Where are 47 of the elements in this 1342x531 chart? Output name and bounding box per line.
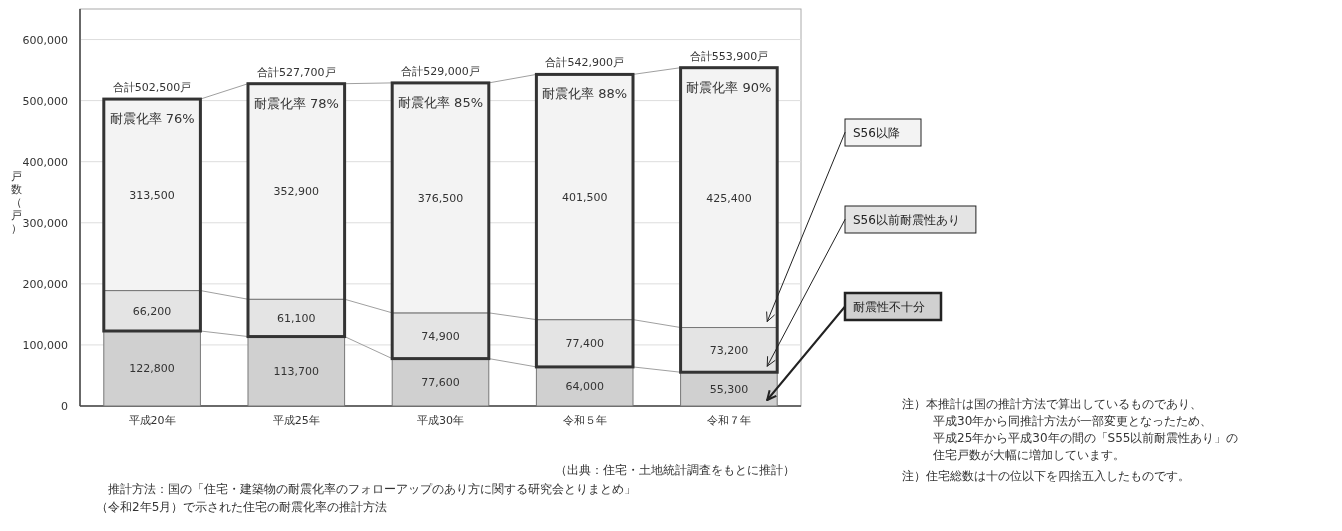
- total-label: 合計529,000戸: [401, 64, 480, 78]
- y-tick-label: 0: [61, 400, 68, 413]
- text: 推計方法：国の「住宅・建築物の耐震化率のフォローアップのあり方に関する研究会とりまとめ」: [108, 482, 636, 496]
- x-tick-label: 平成30年: [417, 414, 464, 427]
- total-label: 合計542,900戸: [545, 56, 624, 70]
- x-tick-label: 平成20年: [128, 414, 176, 427]
- data-label: 61,100: [277, 311, 316, 325]
- text: （令和2年5月）で示された住宅の耐震化率の推計方法: [96, 500, 388, 514]
- annotation: 耐震化率 90%: [686, 79, 772, 95]
- total-label: 合計502,500戸: [112, 81, 192, 95]
- y-axis-title: 戸数（戸）: [10, 170, 22, 235]
- annotation: 耐震化率 76%: [109, 111, 195, 127]
- x-tick-label: 令和７年: [706, 414, 751, 427]
- y-tick-label: 100,000: [22, 338, 68, 352]
- y-tick-label: 500,000: [22, 94, 68, 108]
- data-label: 425,400: [706, 191, 752, 205]
- data-label: 77,600: [421, 376, 460, 390]
- annotation: 耐震化率 85%: [397, 94, 484, 110]
- text: 注）住宅総数は十の位以下を四捨五入したものです。: [902, 469, 1190, 483]
- text: 住宅戸数が大幅に増加しています。: [932, 448, 1125, 462]
- data-label: 55,300: [709, 383, 749, 397]
- legend: S56以降 S56以前耐震性あり 耐震性不十分: [843, 118, 977, 322]
- data-label: 73,200: [709, 343, 749, 357]
- data-label: 64,000: [565, 380, 604, 394]
- data-label: 77,400: [565, 337, 604, 351]
- text: 注）本推計は国の推計方法で算出しているものであり、: [902, 397, 1202, 411]
- annotation: 耐震化率 78%: [253, 95, 339, 111]
- total-label: 合計553,900戸: [689, 49, 769, 63]
- data-label: 352,900: [273, 185, 320, 199]
- x-tick-label: 平成25年: [272, 414, 320, 427]
- y-tick-label: 600,000: [22, 33, 68, 47]
- y-tick-label: 400,000: [22, 155, 68, 169]
- text: 平成25年から平成30年の間の「S55以前耐震性あり」の: [933, 431, 1239, 445]
- text: （出典：住宅・土地統計調査をもとに推計）: [555, 463, 795, 477]
- data-label: 401,500: [561, 191, 608, 205]
- data-label: 113,700: [273, 365, 320, 379]
- x-tick-label: 令和５年: [562, 414, 607, 427]
- data-label: 74,900: [421, 329, 460, 343]
- y-tick-label: 300,000: [22, 216, 68, 230]
- data-label: 376,500: [417, 191, 464, 205]
- data-label: 66,200: [132, 304, 172, 318]
- annotation: 耐震化率 88%: [542, 86, 628, 102]
- data-label: 313,500: [129, 188, 175, 202]
- data-label: 122,800: [129, 362, 175, 376]
- y-tick-label: 200,000: [22, 277, 68, 291]
- total-label: 合計527,700戸: [257, 65, 336, 79]
- text: 平成30年から同推計方法が一部変更となったため、: [933, 414, 1213, 428]
